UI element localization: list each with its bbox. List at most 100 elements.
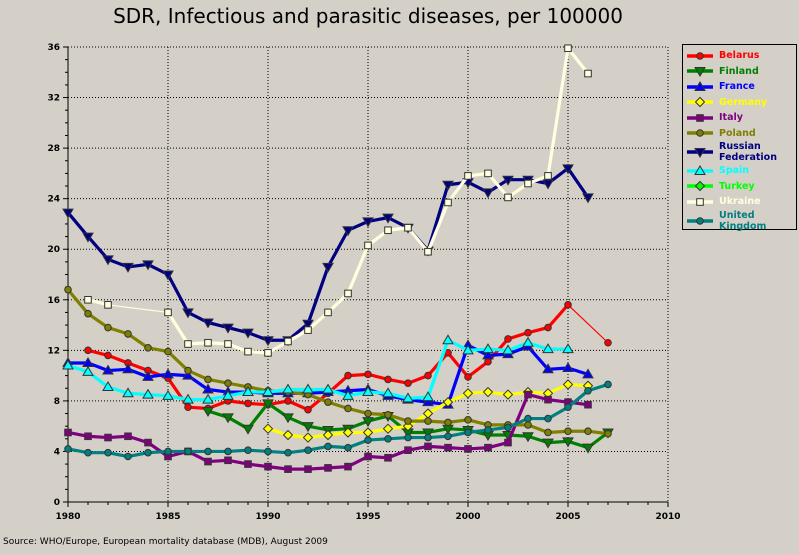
legend-swatch-icon: [687, 197, 713, 206]
legend-label: Italy: [719, 112, 743, 124]
data-point: [304, 465, 312, 473]
data-point: [584, 427, 592, 436]
data-point: [202, 318, 214, 329]
data-point: [164, 447, 172, 456]
data-point: [262, 399, 274, 410]
data-point: [244, 347, 252, 356]
data-point: [584, 400, 592, 409]
data-point: [304, 446, 312, 454]
legend-swatch-icon: [687, 129, 713, 138]
data-point: [362, 217, 374, 228]
data-point: [284, 448, 292, 457]
data-point: [122, 262, 134, 273]
series-italy: [64, 390, 592, 473]
x-tick-label: 1980: [55, 512, 80, 522]
data-point: [184, 403, 192, 412]
chart-title: SDR, Infectious and parasitic diseases, …: [113, 4, 623, 28]
data-point: [484, 443, 492, 452]
data-point: [64, 445, 72, 453]
data-point: [322, 429, 334, 441]
data-point: [282, 429, 294, 441]
data-point: [384, 435, 392, 443]
data-point: [262, 423, 274, 434]
data-point: [182, 393, 194, 404]
data-point: [244, 460, 252, 468]
data-point: [582, 193, 594, 204]
data-point: [162, 389, 174, 400]
data-point: [284, 465, 292, 473]
data-point: [444, 198, 452, 207]
data-point: [364, 452, 372, 461]
data-point: [604, 338, 612, 347]
legend-marker: [696, 113, 704, 122]
legend-item-russian-federation: Russian Federation: [687, 141, 796, 163]
legend-marker: [694, 80, 706, 91]
legend-swatch-icon: [687, 113, 713, 122]
data-point: [404, 446, 412, 454]
data-point: [522, 432, 534, 443]
data-point: [84, 448, 92, 457]
data-point: [384, 453, 392, 462]
data-point: [524, 179, 532, 188]
data-point: [464, 428, 472, 437]
data-point: [284, 397, 292, 405]
data-point: [544, 323, 552, 332]
data-point: [222, 413, 234, 424]
y-tick-label: 12: [47, 346, 60, 356]
y-tick-label: 32: [47, 94, 60, 104]
data-point: [342, 389, 354, 400]
data-point: [204, 338, 212, 347]
data-point: [404, 379, 412, 387]
data-point: [482, 188, 494, 199]
data-point: [364, 370, 372, 379]
data-point: [524, 390, 532, 399]
data-point: [444, 432, 452, 441]
data-point: [322, 262, 334, 273]
legend-label: Spain: [719, 165, 750, 177]
data-point: [562, 343, 574, 354]
data-point: [502, 389, 514, 400]
data-point: [582, 368, 594, 379]
legend-marker: [694, 97, 706, 108]
x-tick-label: 2000: [455, 512, 480, 522]
data-point: [282, 383, 294, 394]
data-point: [84, 295, 92, 304]
data-point: [82, 232, 94, 243]
data-point: [262, 386, 274, 397]
data-point: [302, 319, 314, 330]
data-point: [144, 448, 152, 457]
y-tick-label: 24: [47, 195, 60, 205]
data-point: [484, 169, 492, 178]
legend-swatch-icon: [687, 181, 713, 192]
data-point: [404, 433, 412, 442]
data-point: [524, 421, 532, 429]
legend-item-france: France: [687, 79, 796, 95]
data-point: [562, 437, 574, 448]
legend-marker: [694, 148, 706, 158]
data-point: [482, 343, 494, 354]
data-point: [444, 443, 452, 452]
series-gap-line: [567, 304, 609, 344]
legend-label: Ukraine: [719, 196, 761, 208]
data-point: [104, 323, 112, 332]
data-point: [202, 407, 214, 417]
data-point: [64, 285, 72, 294]
data-point: [142, 260, 154, 271]
data-point: [324, 442, 332, 451]
data-point: [564, 44, 572, 53]
legend-item-united-kingdom: United Kingdom: [687, 210, 796, 232]
data-point: [124, 330, 132, 338]
data-point: [342, 226, 354, 237]
data-point: [544, 414, 552, 423]
data-point: [422, 391, 434, 402]
legend-label: France: [719, 81, 755, 93]
data-point: [104, 433, 112, 442]
data-point: [324, 464, 332, 472]
y-tick-label: 8: [54, 397, 60, 407]
data-point: [584, 386, 592, 395]
data-point: [104, 448, 112, 457]
data-point: [584, 69, 592, 78]
data-point: [382, 387, 394, 398]
data-point: [444, 418, 452, 427]
